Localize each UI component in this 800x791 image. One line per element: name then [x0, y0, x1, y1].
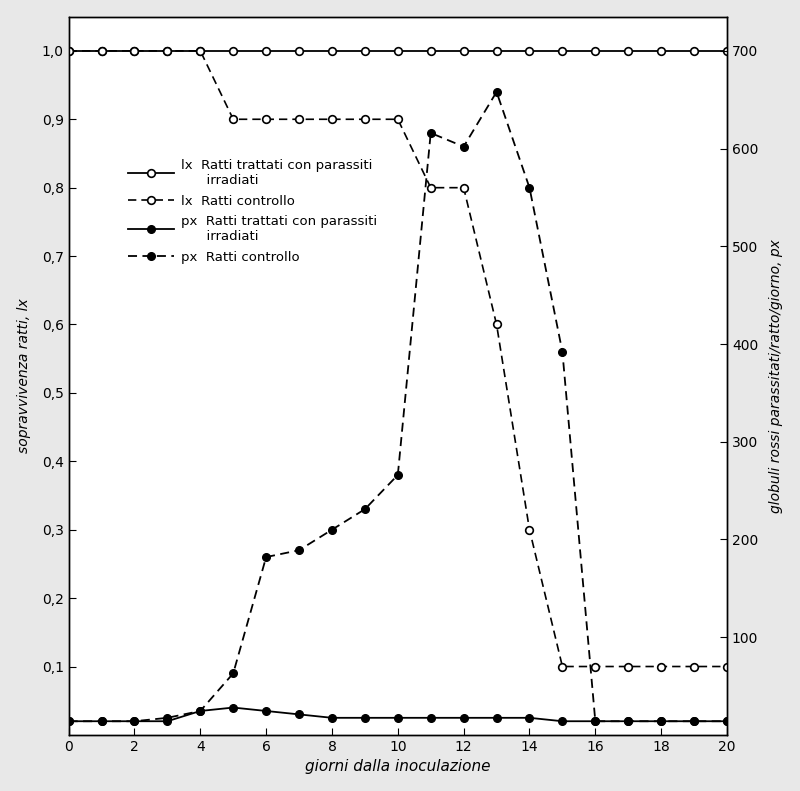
lx  Ratti trattati con parassiti
      irradiati	[393, 46, 402, 55]
lx  Ratti controllo	[525, 525, 534, 535]
lx  Ratti trattati con parassiti
      irradiati	[262, 46, 271, 55]
px  Ratti trattati con parassiti
      irradiati	[623, 717, 633, 726]
px  Ratti trattati con parassiti
      irradiati	[426, 713, 435, 722]
lx  Ratti trattati con parassiti
      irradiati	[492, 46, 502, 55]
px  Ratti controllo	[558, 347, 567, 357]
px  Ratti controllo	[327, 525, 337, 535]
lx  Ratti trattati con parassiti
      irradiati	[229, 46, 238, 55]
lx  Ratti controllo	[97, 46, 106, 55]
px  Ratti trattati con parassiti
      irradiati	[656, 717, 666, 726]
lx  Ratti controllo	[294, 115, 304, 124]
lx  Ratti controllo	[327, 115, 337, 124]
px  Ratti controllo	[426, 128, 435, 138]
lx  Ratti controllo	[195, 46, 205, 55]
lx  Ratti controllo	[130, 46, 139, 55]
lx  Ratti trattati con parassiti
      irradiati	[426, 46, 435, 55]
lx  Ratti trattati con parassiti
      irradiati	[64, 46, 74, 55]
px  Ratti controllo	[97, 717, 106, 726]
px  Ratti trattati con parassiti
      irradiati	[195, 706, 205, 716]
px  Ratti trattati con parassiti
      irradiati	[492, 713, 502, 722]
lx  Ratti trattati con parassiti
      irradiati	[97, 46, 106, 55]
px  Ratti trattati con parassiti
      irradiati	[558, 717, 567, 726]
px  Ratti controllo	[195, 706, 205, 716]
lx  Ratti controllo	[393, 115, 402, 124]
lx  Ratti trattati con parassiti
      irradiati	[327, 46, 337, 55]
px  Ratti controllo	[525, 183, 534, 192]
lx  Ratti trattati con parassiti
      irradiati	[656, 46, 666, 55]
lx  Ratti trattati con parassiti
      irradiati	[294, 46, 304, 55]
px  Ratti controllo	[162, 713, 172, 722]
lx  Ratti trattati con parassiti
      irradiati	[525, 46, 534, 55]
px  Ratti trattati con parassiti
      irradiati	[525, 713, 534, 722]
px  Ratti trattati con parassiti
      irradiati	[722, 717, 732, 726]
X-axis label: giorni dalla inoculazione: giorni dalla inoculazione	[305, 759, 490, 774]
lx  Ratti controllo	[64, 46, 74, 55]
px  Ratti trattati con parassiti
      irradiati	[97, 717, 106, 726]
lx  Ratti controllo	[360, 115, 370, 124]
lx  Ratti trattati con parassiti
      irradiati	[130, 46, 139, 55]
px  Ratti trattati con parassiti
      irradiati	[64, 717, 74, 726]
px  Ratti controllo	[492, 87, 502, 97]
px  Ratti trattati con parassiti
      irradiati	[690, 717, 699, 726]
px  Ratti trattati con parassiti
      irradiati	[130, 717, 139, 726]
lx  Ratti controllo	[590, 662, 600, 672]
px  Ratti trattati con parassiti
      irradiati	[294, 710, 304, 719]
px  Ratti controllo	[656, 717, 666, 726]
Line: lx  Ratti trattati con parassiti
      irradiati: lx Ratti trattati con parassiti irradiat…	[65, 47, 731, 55]
px  Ratti controllo	[360, 505, 370, 514]
lx  Ratti controllo	[492, 320, 502, 329]
lx  Ratti controllo	[623, 662, 633, 672]
lx  Ratti trattati con parassiti
      irradiati	[195, 46, 205, 55]
Line: px  Ratti trattati con parassiti
      irradiati: px Ratti trattati con parassiti irradiat…	[65, 704, 731, 725]
px  Ratti controllo	[229, 668, 238, 678]
px  Ratti controllo	[690, 717, 699, 726]
Legend: lx  Ratti trattati con parassiti
      irradiati, lx  Ratti controllo, px  Ratti: lx Ratti trattati con parassiti irradiat…	[122, 153, 383, 271]
px  Ratti trattati con parassiti
      irradiati	[262, 706, 271, 716]
lx  Ratti controllo	[690, 662, 699, 672]
Line: px  Ratti controllo: px Ratti controllo	[65, 88, 731, 725]
px  Ratti controllo	[459, 142, 469, 151]
lx  Ratti controllo	[426, 183, 435, 192]
lx  Ratti trattati con parassiti
      irradiati	[690, 46, 699, 55]
lx  Ratti controllo	[656, 662, 666, 672]
px  Ratti controllo	[590, 717, 600, 726]
px  Ratti trattati con parassiti
      irradiati	[459, 713, 469, 722]
Line: lx  Ratti controllo: lx Ratti controllo	[65, 47, 731, 670]
px  Ratti controllo	[722, 717, 732, 726]
px  Ratti controllo	[130, 717, 139, 726]
px  Ratti trattati con parassiti
      irradiati	[162, 717, 172, 726]
lx  Ratti controllo	[722, 662, 732, 672]
px  Ratti trattati con parassiti
      irradiati	[590, 717, 600, 726]
lx  Ratti trattati con parassiti
      irradiati	[590, 46, 600, 55]
Y-axis label: sopravvivenza ratti, lx: sopravvivenza ratti, lx	[17, 298, 30, 453]
lx  Ratti controllo	[459, 183, 469, 192]
lx  Ratti controllo	[558, 662, 567, 672]
lx  Ratti trattati con parassiti
      irradiati	[360, 46, 370, 55]
px  Ratti controllo	[623, 717, 633, 726]
px  Ratti trattati con parassiti
      irradiati	[229, 703, 238, 713]
lx  Ratti trattati con parassiti
      irradiati	[623, 46, 633, 55]
lx  Ratti controllo	[162, 46, 172, 55]
px  Ratti trattati con parassiti
      irradiati	[360, 713, 370, 722]
px  Ratti controllo	[294, 546, 304, 555]
px  Ratti trattati con parassiti
      irradiati	[393, 713, 402, 722]
lx  Ratti trattati con parassiti
      irradiati	[459, 46, 469, 55]
px  Ratti controllo	[262, 552, 271, 562]
Y-axis label: globuli rossi parassitati/ratto/giorno, px: globuli rossi parassitati/ratto/giorno, …	[770, 239, 783, 513]
px  Ratti controllo	[64, 717, 74, 726]
px  Ratti trattati con parassiti
      irradiati	[327, 713, 337, 722]
lx  Ratti trattati con parassiti
      irradiati	[162, 46, 172, 55]
lx  Ratti controllo	[229, 115, 238, 124]
px  Ratti controllo	[393, 470, 402, 479]
lx  Ratti trattati con parassiti
      irradiati	[558, 46, 567, 55]
lx  Ratti trattati con parassiti
      irradiati	[722, 46, 732, 55]
lx  Ratti controllo	[262, 115, 271, 124]
